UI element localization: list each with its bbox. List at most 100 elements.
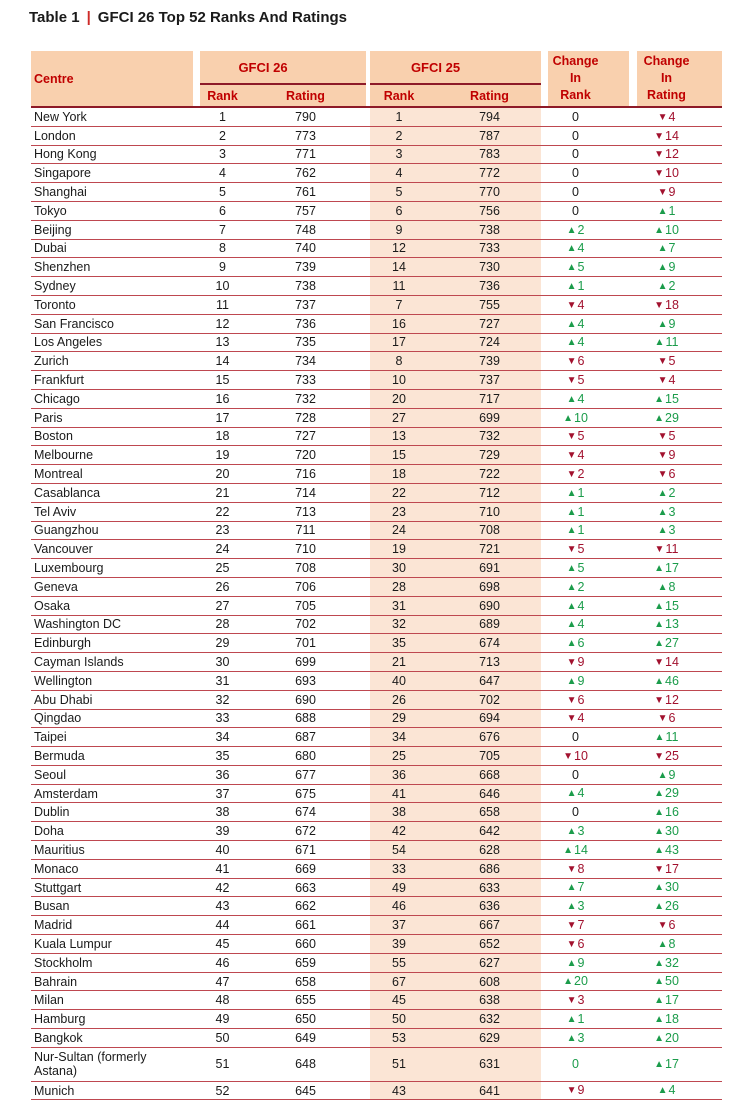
gap-cell bbox=[629, 841, 637, 860]
change-in-rank-cell: ▲4 bbox=[548, 596, 629, 616]
change-in-rating-cell: ▼4 bbox=[637, 108, 722, 127]
gap-cell bbox=[193, 822, 200, 842]
gap-cell bbox=[541, 164, 548, 184]
change-value: 14 bbox=[665, 654, 679, 669]
gap-cell bbox=[541, 859, 548, 879]
gap-cell bbox=[193, 333, 200, 353]
change-in-rating-cell: ▲10 bbox=[637, 220, 722, 240]
change-value: 10 bbox=[665, 166, 679, 181]
gfci26-rank-cell: 23 bbox=[200, 521, 245, 541]
gfci25-rank-cell: 7 bbox=[370, 295, 428, 315]
down-arrow-icon: ▼ bbox=[566, 863, 577, 875]
centre-cell: Chicago bbox=[31, 389, 193, 409]
gfci26-rating-cell: 690 bbox=[245, 690, 366, 710]
change-value: 6 bbox=[668, 466, 676, 481]
gap-cell bbox=[193, 371, 200, 390]
change-value: 9 bbox=[577, 673, 585, 688]
up-arrow-icon: ▲ bbox=[657, 506, 668, 518]
up-arrow-icon: ▲ bbox=[657, 769, 668, 781]
gfci25-rank-cell: 10 bbox=[370, 371, 428, 390]
gap-cell bbox=[629, 803, 637, 823]
gap-cell bbox=[629, 634, 637, 654]
centre-cell: Montreal bbox=[31, 465, 193, 484]
change-in-rank-cell: ▲4 bbox=[548, 333, 629, 353]
gap-cell bbox=[629, 108, 637, 127]
change-in-rank-cell: ▲1 bbox=[548, 502, 629, 522]
gap-cell bbox=[541, 108, 548, 127]
up-arrow-icon: ▲ bbox=[566, 1014, 577, 1026]
gap-cell bbox=[541, 822, 548, 842]
change-in-rating-cell: ▲17 bbox=[637, 559, 722, 578]
up-arrow-icon: ▲ bbox=[566, 638, 577, 650]
gap-cell bbox=[629, 878, 637, 898]
gap-cell bbox=[541, 709, 548, 729]
change-in-rating-cell: ▲7 bbox=[637, 239, 722, 259]
change-in-rating-cell: ▲2 bbox=[637, 277, 722, 296]
centre-cell: Frankfurt bbox=[31, 371, 193, 390]
gfci25-rating-cell: 627 bbox=[428, 953, 541, 973]
gap-cell bbox=[366, 1047, 370, 1082]
gfci26-rank-cell: 29 bbox=[200, 634, 245, 654]
column-group-gfci26: GFCI 26 bbox=[200, 51, 366, 85]
up-arrow-icon: ▲ bbox=[654, 675, 664, 687]
change-value: 12 bbox=[665, 147, 679, 162]
gfci26-rank-cell: 3 bbox=[200, 145, 245, 165]
up-arrow-icon: ▲ bbox=[654, 807, 664, 819]
gap-cell bbox=[366, 239, 370, 259]
table-row: Singapore 4 762 4 772 0 ▼10 bbox=[31, 164, 722, 184]
gfci26-rank-cell: 8 bbox=[200, 239, 245, 259]
change-in-rank-cell: ▲20 bbox=[548, 972, 629, 992]
gfci25-rank-cell: 16 bbox=[370, 314, 428, 334]
change-in-rank-cell: 0 bbox=[548, 765, 629, 785]
centre-cell: Doha bbox=[31, 822, 193, 842]
gap-cell bbox=[193, 220, 200, 240]
table-row: Chicago 16 732 20 717 ▲4 ▲15 bbox=[31, 389, 722, 409]
gfci25-rating-cell: 702 bbox=[428, 690, 541, 710]
down-arrow-icon: ▼ bbox=[566, 713, 577, 725]
gfci26-rank-cell: 5 bbox=[200, 183, 245, 202]
gap-cell bbox=[366, 201, 370, 221]
gfci25-rank-cell: 2 bbox=[370, 126, 428, 146]
gap-cell bbox=[629, 1047, 637, 1082]
gfci26-rank-cell: 11 bbox=[200, 295, 245, 315]
gfci26-rating-cell: 662 bbox=[245, 897, 366, 917]
up-arrow-icon: ▲ bbox=[654, 638, 664, 650]
gap-cell bbox=[629, 352, 637, 372]
gap-cell bbox=[541, 295, 548, 315]
centre-cell: Paris bbox=[31, 408, 193, 428]
gfci25-rating-cell: 713 bbox=[428, 653, 541, 672]
up-arrow-icon: ▲ bbox=[566, 280, 577, 292]
change-in-rating-cell: ▼10 bbox=[637, 164, 722, 184]
gfci26-rank-cell: 27 bbox=[200, 596, 245, 616]
down-arrow-icon: ▼ bbox=[654, 130, 664, 142]
change-value: 14 bbox=[665, 128, 679, 143]
change-value: 30 bbox=[665, 824, 679, 839]
gfci26-rank-cell: 50 bbox=[200, 1029, 245, 1048]
change-in-rating-cell: ▼17 bbox=[637, 859, 722, 879]
gfci26-rating-cell: 701 bbox=[245, 634, 366, 654]
table-row: Doha 39 672 42 642 ▲3 ▲30 bbox=[31, 822, 722, 842]
change-value: 8 bbox=[577, 861, 585, 876]
table-row: Tel Aviv 22 713 23 710 ▲1 ▲3 bbox=[31, 502, 722, 522]
change-in-rating-cell: ▲18 bbox=[637, 1010, 722, 1030]
up-arrow-icon: ▲ bbox=[654, 337, 665, 349]
gfci26-rating-cell: 677 bbox=[245, 765, 366, 785]
centre-cell: Abu Dhabi bbox=[31, 690, 193, 710]
centre-cell: Toronto bbox=[31, 295, 193, 315]
up-arrow-icon: ▲ bbox=[657, 318, 668, 330]
change-value: 29 bbox=[665, 786, 679, 801]
gfci25-rank-cell: 55 bbox=[370, 953, 428, 973]
down-arrow-icon: ▼ bbox=[657, 374, 668, 386]
gfci25-rank-cell: 51 bbox=[370, 1047, 428, 1082]
gap-cell bbox=[541, 239, 548, 259]
column-group-gfci25: GFCI 25 bbox=[370, 51, 541, 85]
table-row: Tokyo 6 757 6 756 0 ▲1 bbox=[31, 201, 722, 221]
gap-cell bbox=[541, 465, 548, 484]
gfci26-rating-cell: 713 bbox=[245, 502, 366, 522]
gfci26-rating-cell: 762 bbox=[245, 164, 366, 184]
gap-cell bbox=[629, 371, 637, 390]
change-value: 9 bbox=[577, 1083, 585, 1098]
gfci26-rating-cell: 674 bbox=[245, 803, 366, 823]
change-value: 5 bbox=[577, 260, 585, 275]
gap-cell bbox=[629, 295, 637, 315]
